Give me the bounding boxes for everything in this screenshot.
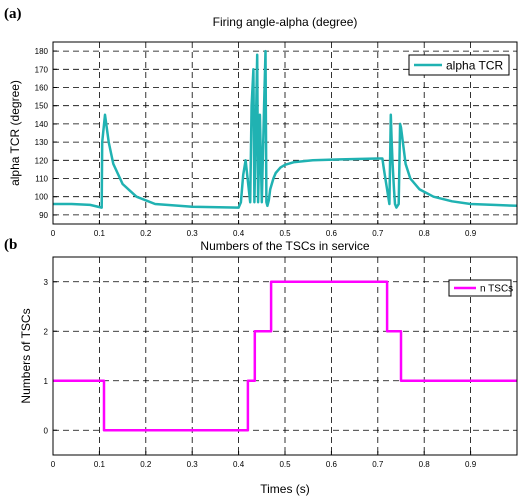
panel-label-a: (a) xyxy=(4,6,22,22)
x-tick-label: 0 xyxy=(51,229,56,238)
y-tick-label: 170 xyxy=(35,65,49,74)
x-tick-label: 0.4 xyxy=(233,229,245,238)
plot-frame xyxy=(52,256,518,456)
chart-title: Numbers of the TSCs in service xyxy=(200,239,369,253)
y-axis-label: Numbers of TSCs xyxy=(19,308,33,403)
y-tick-label: 180 xyxy=(35,47,49,56)
y-tick-label: 140 xyxy=(35,120,49,129)
series-line xyxy=(53,49,518,209)
x-tick-label: 0.7 xyxy=(372,229,384,238)
plot-area xyxy=(53,257,517,455)
x-tick-label: 0.5 xyxy=(279,460,291,469)
x-tick-label: 0.2 xyxy=(140,460,152,469)
x-tick-label: 0.8 xyxy=(419,229,431,238)
panel-label-b: (b xyxy=(4,237,18,253)
y-axis-label: alpha TCR (degree) xyxy=(8,80,22,186)
legend-box xyxy=(448,279,512,297)
x-tick-label: 0.5 xyxy=(279,229,291,238)
plot-frame xyxy=(52,41,518,225)
y-tick-label: 120 xyxy=(35,156,49,165)
x-tick-label: 0.1 xyxy=(94,460,106,469)
legend-label: alpha TCR xyxy=(446,58,503,72)
y-tick-label: 90 xyxy=(39,211,48,220)
y-tick-label: 2 xyxy=(44,327,49,336)
y-tick-label: 110 xyxy=(35,175,48,184)
x-tick-label: 0.6 xyxy=(326,229,338,238)
chart-title: Firing angle-alpha (degree) xyxy=(213,15,358,29)
chart-firing-angle: 0 0.1 0.2 0.3 0.4 0.5 0.6 0.7 0.8 0.9 90 100 110 120 1… xyxy=(8,15,518,238)
x-tick-label: 0 xyxy=(51,460,56,469)
chart-tsc-count: 0 0.1 0.2 0.3 0.4 0.5 0.6 0.7 0.8 0.9 0 1 2 3 Numbers … xyxy=(19,239,518,496)
x-tick-label: 0.1 xyxy=(94,229,106,238)
x-tick-label: 0.3 xyxy=(187,460,199,469)
y-tick-label: 1 xyxy=(44,377,49,386)
y-tick-label: 100 xyxy=(35,193,49,202)
x-axis-label: Times (s) xyxy=(260,482,310,496)
x-tick-label: 0.4 xyxy=(233,460,245,469)
x-tick-label: 0.9 xyxy=(465,460,477,469)
y-tick-label: 150 xyxy=(35,102,49,111)
x-tick-label: 0.7 xyxy=(372,460,384,469)
x-tick-label: 0.3 xyxy=(187,229,199,238)
series-line xyxy=(53,280,517,432)
x-tick-label: 0.2 xyxy=(140,229,152,238)
y-tick-label: 130 xyxy=(35,138,49,147)
legend-box xyxy=(408,54,510,76)
y-tick-label: 3 xyxy=(44,278,49,287)
x-tick-label: 0.9 xyxy=(465,229,477,238)
y-tick-label: 0 xyxy=(44,426,49,435)
x-tick-label: 0.6 xyxy=(326,460,338,469)
x-tick-label: 0.8 xyxy=(419,460,431,469)
legend-label: n TSCs xyxy=(480,284,513,295)
y-tick-label: 160 xyxy=(35,84,49,93)
